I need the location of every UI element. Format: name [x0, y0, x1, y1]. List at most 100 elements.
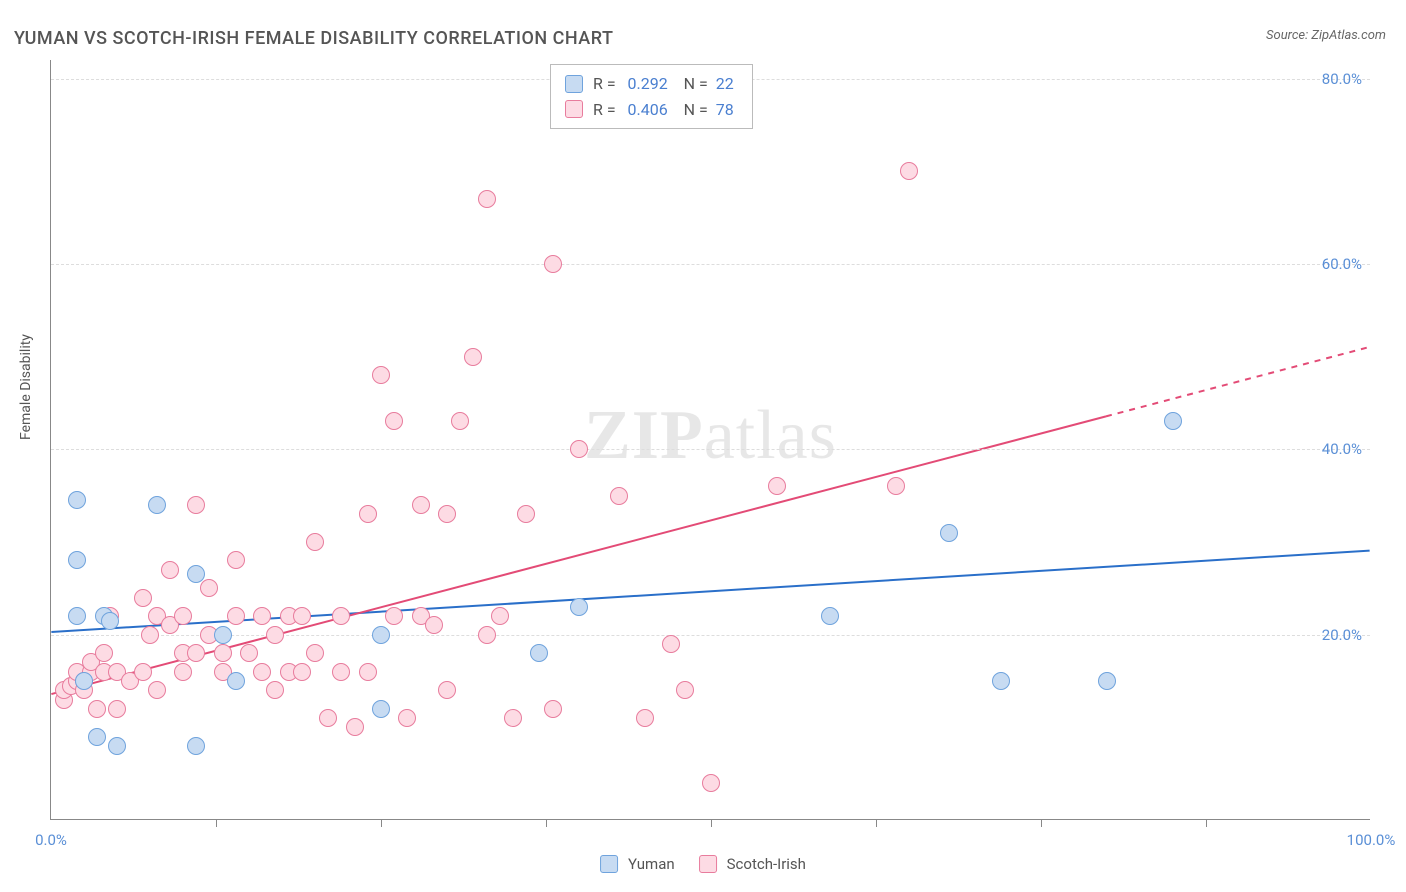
scatter-point: [662, 635, 680, 653]
scatter-point: [319, 709, 337, 727]
scatter-point: [451, 412, 469, 430]
scatter-point: [478, 626, 496, 644]
scatter-point: [491, 607, 509, 625]
stats-legend-text: R = 0.406 N = 78: [593, 97, 738, 123]
legend-label: Yuman: [628, 852, 675, 876]
scatter-point: [187, 737, 205, 755]
y-tick-label: 80.0%: [1322, 70, 1362, 88]
scatter-point: [266, 681, 284, 699]
scatter-point: [253, 663, 271, 681]
scatter-point: [293, 607, 311, 625]
scatter-point: [438, 681, 456, 699]
scatter-point: [227, 672, 245, 690]
scatter-point: [240, 644, 258, 662]
stats-legend-row: R = 0.406 N = 78: [565, 97, 738, 123]
scatter-point: [266, 626, 284, 644]
scatter-point: [293, 663, 311, 681]
x-tick: [1206, 819, 1207, 827]
scatter-point: [992, 672, 1010, 690]
scatter-point: [306, 533, 324, 551]
scatter-point: [95, 644, 113, 662]
scatter-point: [161, 561, 179, 579]
source-label: Source: ZipAtlas.com: [1266, 28, 1386, 43]
scatter-point: [227, 551, 245, 569]
scatter-point: [88, 700, 106, 718]
scatter-point: [134, 589, 152, 607]
stats-legend-text: R = 0.292 N = 22: [593, 71, 738, 97]
scatter-point: [412, 496, 430, 514]
scatter-point: [148, 496, 166, 514]
scatter-point: [214, 644, 232, 662]
x-tick: [216, 819, 217, 827]
scatter-point: [610, 487, 628, 505]
x-tick: [711, 819, 712, 827]
scatter-point: [385, 607, 403, 625]
scatter-point: [141, 626, 159, 644]
scatter-point: [108, 737, 126, 755]
legend-item: Yuman: [600, 852, 675, 876]
scatter-point: [187, 644, 205, 662]
scatter-point: [174, 663, 192, 681]
scatter-point: [940, 524, 958, 542]
legend-swatch: [565, 75, 583, 93]
scatter-point: [887, 477, 905, 495]
x-tick: [1041, 819, 1042, 827]
legend-swatch: [699, 855, 717, 873]
scatter-point: [306, 644, 324, 662]
scatter-point: [372, 366, 390, 384]
y-tick-label: 20.0%: [1322, 626, 1362, 644]
scatter-point: [676, 681, 694, 699]
scatter-point: [530, 644, 548, 662]
scatter-point: [332, 663, 350, 681]
scatter-point: [68, 491, 86, 509]
gridline-h: [51, 449, 1370, 450]
scatter-point: [187, 565, 205, 583]
legend-item: Scotch-Irish: [699, 852, 806, 876]
x-tick: [876, 819, 877, 827]
scatter-point: [517, 505, 535, 523]
scatter-point: [332, 607, 350, 625]
scatter-point: [68, 551, 86, 569]
scatter-point: [636, 709, 654, 727]
legend-swatch: [600, 855, 618, 873]
scatter-point: [214, 626, 232, 644]
plot-area: ZIPatlas 20.0%40.0%60.0%80.0%0.0%100.0%: [50, 60, 1370, 820]
scatter-point: [68, 607, 86, 625]
scatter-point: [359, 505, 377, 523]
scatter-point: [425, 616, 443, 634]
scatter-point: [187, 496, 205, 514]
scatter-point: [768, 477, 786, 495]
x-tick: [546, 819, 547, 827]
scatter-point: [200, 579, 218, 597]
series-legend: Yuman Scotch-Irish: [600, 852, 806, 876]
scatter-point: [148, 681, 166, 699]
scatter-point: [464, 348, 482, 366]
scatter-point: [821, 607, 839, 625]
scatter-point: [544, 700, 562, 718]
scatter-point: [478, 190, 496, 208]
stats-legend-row: R = 0.292 N = 22: [565, 71, 738, 97]
scatter-point: [438, 505, 456, 523]
trend-line: [51, 551, 1369, 632]
legend-label: Scotch-Irish: [727, 852, 806, 876]
x-tick: [381, 819, 382, 827]
scatter-point: [398, 709, 416, 727]
trend-lines-layer: [51, 60, 1370, 819]
y-axis-label: Female Disability: [18, 334, 34, 440]
scatter-point: [504, 709, 522, 727]
legend-swatch: [565, 100, 583, 118]
chart-title: YUMAN VS SCOTCH-IRISH FEMALE DISABILITY …: [14, 28, 613, 49]
x-tick-label: 0.0%: [35, 831, 67, 849]
scatter-point: [108, 700, 126, 718]
scatter-point: [359, 663, 377, 681]
x-tick-label: 100.0%: [1347, 831, 1396, 849]
scatter-point: [75, 672, 93, 690]
scatter-point: [372, 626, 390, 644]
scatter-point: [544, 255, 562, 273]
y-tick-label: 40.0%: [1322, 440, 1362, 458]
scatter-point: [174, 607, 192, 625]
scatter-point: [101, 612, 119, 630]
scatter-point: [702, 774, 720, 792]
gridline-h: [51, 264, 1370, 265]
scatter-point: [227, 607, 245, 625]
